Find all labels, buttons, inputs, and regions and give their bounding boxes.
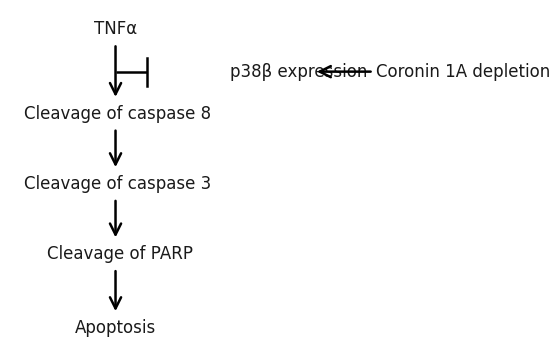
Text: Cleavage of caspase 3: Cleavage of caspase 3	[24, 175, 211, 193]
Text: Cleavage of caspase 8: Cleavage of caspase 8	[24, 105, 211, 123]
Text: Cleavage of PARP: Cleavage of PARP	[47, 245, 193, 263]
Text: Coronin 1A depletion: Coronin 1A depletion	[376, 63, 550, 81]
Text: p38β expression: p38β expression	[230, 63, 367, 81]
Text: TNFα: TNFα	[94, 21, 137, 39]
Text: Apoptosis: Apoptosis	[75, 319, 156, 337]
